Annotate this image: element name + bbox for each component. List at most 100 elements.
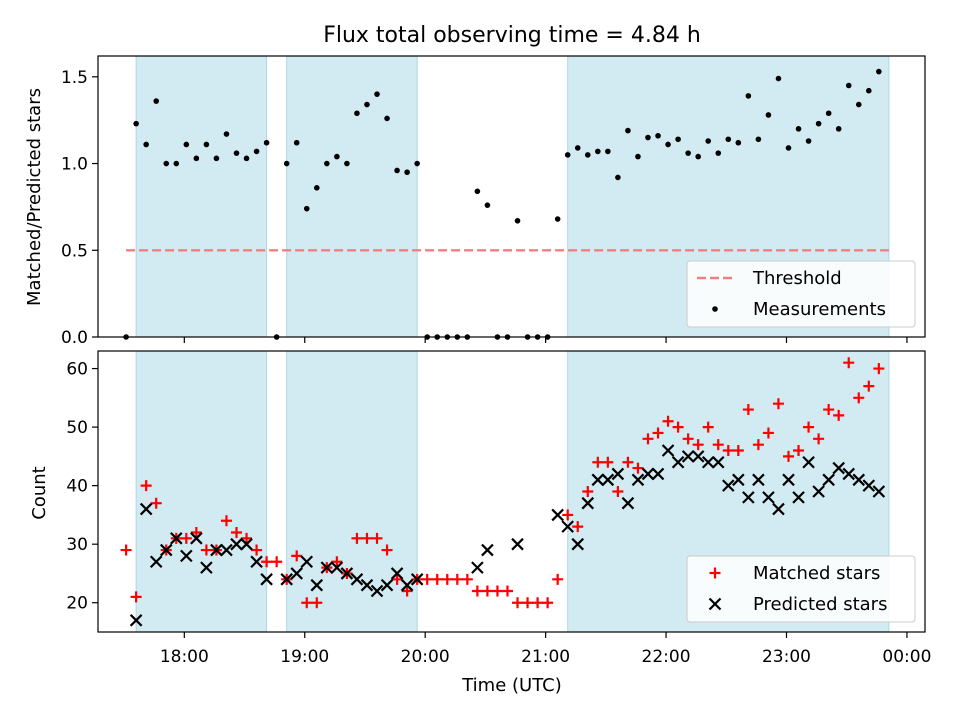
measurements-point-19 xyxy=(313,185,320,191)
matched-stars-point-7 xyxy=(190,526,202,538)
predicted-stars-point-56 xyxy=(802,455,815,469)
predicted-stars-point-27 xyxy=(410,573,424,586)
measurements-point-27 xyxy=(394,167,400,174)
shaded-interval-1 xyxy=(286,350,418,633)
measurements-point-72 xyxy=(845,82,852,89)
y-tick-label: 0.0 xyxy=(61,328,88,348)
matched-stars-point-65 xyxy=(772,398,784,410)
matched-stars-point-40 xyxy=(522,597,534,609)
matched-stars-point-15 xyxy=(271,556,283,568)
predicted-stars-point-4 xyxy=(170,532,183,545)
matched-stars-point-47 xyxy=(592,456,604,468)
measurements-point-71 xyxy=(835,126,842,132)
matched-stars-point-61 xyxy=(732,445,744,457)
predicted-stars-point-7 xyxy=(200,561,213,574)
matched-stars-point-42 xyxy=(542,597,554,609)
measurements-point-9 xyxy=(213,155,220,162)
measurements-point-26 xyxy=(384,115,390,122)
predicted-stars-point-25 xyxy=(390,567,404,580)
predicted-stars-point-60 xyxy=(842,467,856,481)
matched-stars-point-31 xyxy=(431,573,443,585)
predicted-stars-point-46 xyxy=(701,455,715,469)
measurements-point-65 xyxy=(775,75,782,82)
measurements-point-44 xyxy=(564,152,571,158)
predicted-stars-point-6 xyxy=(190,532,203,545)
predicted-stars-point-42 xyxy=(661,444,675,457)
matched-stars-point-43 xyxy=(552,573,564,585)
shaded-interval-0 xyxy=(135,350,268,633)
predicted-stars-point-55 xyxy=(792,491,805,504)
x-tick-label: 22:00 xyxy=(642,647,691,667)
predicted-stars-point-43 xyxy=(671,455,685,469)
measurements-point-66 xyxy=(785,145,792,151)
matched-stars-point-28 xyxy=(401,585,413,597)
measurements-point-3 xyxy=(153,98,160,104)
matched-stars-point-57 xyxy=(692,439,704,451)
predicted-stars-point-50 xyxy=(742,491,755,504)
top-y-axis-label: Matched/Predicted stars xyxy=(24,88,45,306)
axes-frame xyxy=(97,55,926,338)
predicted-stars-point-52 xyxy=(762,491,775,504)
predicted-stars-point-35 xyxy=(591,473,605,487)
legend-label: Threshold xyxy=(752,268,842,289)
predicted-stars-point-23 xyxy=(370,584,384,598)
measurements-point-47 xyxy=(595,148,601,155)
y-tick-label: 0.5 xyxy=(61,241,88,261)
predicted-stars-point-45 xyxy=(691,450,705,463)
measurements-point-29 xyxy=(414,160,420,167)
matched-stars-point-58 xyxy=(702,421,714,433)
measurements-point-58 xyxy=(705,138,712,144)
measurements-point-5 xyxy=(173,160,180,167)
axes-frame xyxy=(97,350,926,633)
measurements-point-10 xyxy=(223,131,230,137)
matched-stars-point-54 xyxy=(662,415,674,427)
matched-stars-point-64 xyxy=(762,427,774,439)
y-tick-label: 1.5 xyxy=(61,68,88,88)
matched-stars-point-53 xyxy=(652,427,664,439)
matched-stars-point-74 xyxy=(863,380,875,392)
measurements-point-2 xyxy=(143,141,149,148)
matched-stars-point-30 xyxy=(421,573,433,585)
predicted-stars-point-12 xyxy=(250,555,263,569)
matched-stars-point-51 xyxy=(632,462,644,474)
matched-stars-point-41 xyxy=(532,597,544,609)
measurements-point-16 xyxy=(283,160,290,167)
predicted-stars-point-17 xyxy=(310,578,324,592)
predicted-stars-point-59 xyxy=(832,461,845,475)
measurements-point-48 xyxy=(605,148,611,155)
predicted-stars-point-14 xyxy=(280,573,293,586)
top-panel: 0.0 0.5 1.0 1.5 Threshold Measurements xyxy=(61,55,926,348)
legend-box xyxy=(686,555,916,623)
predicted-stars-point-26 xyxy=(400,578,414,592)
measurements-point-50 xyxy=(625,127,631,134)
legend-measurements-swatch xyxy=(712,306,718,312)
x-tick-label: 21:00 xyxy=(521,647,570,667)
predicted-stars-point-9 xyxy=(220,543,233,557)
matched-stars-point-14 xyxy=(261,556,273,568)
matched-stars-point-75 xyxy=(873,363,885,375)
matched-stars-point-26 xyxy=(381,544,393,556)
predicted-stars-point-3 xyxy=(159,543,173,557)
predicted-stars-point-1 xyxy=(139,502,153,516)
measurements-point-64 xyxy=(765,112,772,118)
matched-stars-point-38 xyxy=(501,585,513,597)
predicted-stars-point-33 xyxy=(571,537,585,551)
x-axis-label: Time (UTC) xyxy=(461,675,562,696)
predicted-stars-point-24 xyxy=(380,578,394,592)
measurements-point-60 xyxy=(725,136,732,143)
predicted-stars-point-10 xyxy=(230,537,243,551)
matched-stars-point-68 xyxy=(803,421,815,433)
measurements-point-7 xyxy=(193,155,200,162)
predicted-stars-point-63 xyxy=(872,485,886,498)
predicted-stars-point-47 xyxy=(711,455,725,469)
legend: Matched stars Predicted stars xyxy=(686,555,916,623)
measurements-point-11 xyxy=(233,150,240,156)
predicted-stars-point-29 xyxy=(481,543,494,557)
matched-stars-point-25 xyxy=(371,532,383,544)
measurements-point-53 xyxy=(655,132,661,139)
measurements-point-54 xyxy=(665,141,671,148)
matched-stars-point-24 xyxy=(361,532,373,544)
predicted-stars-point-18 xyxy=(320,561,334,574)
predicted-stars-point-2 xyxy=(149,555,163,569)
matched-stars-point-52 xyxy=(642,433,654,445)
